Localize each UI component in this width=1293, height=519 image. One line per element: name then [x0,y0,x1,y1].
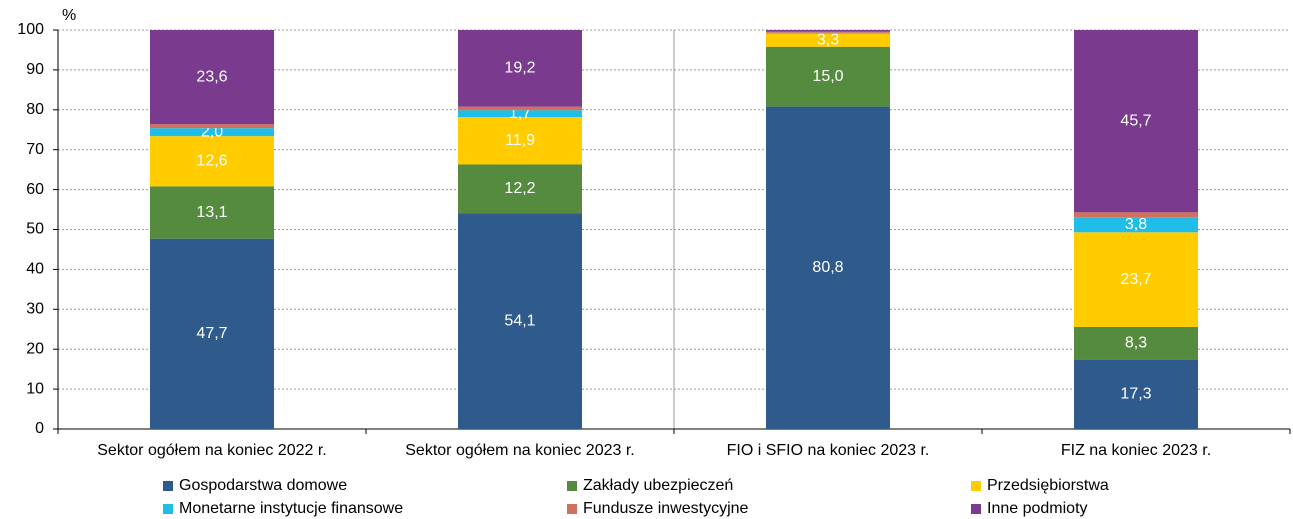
legend-label: Inne podmioty [987,500,1088,517]
legend-marker [567,504,577,514]
value-label: 19,2 [504,60,535,77]
y-axis-label: % [62,7,76,24]
bar-segment [150,186,274,239]
bar-segment [150,128,274,137]
legend-label: Fundusze inwestycyjne [583,500,749,517]
value-label: 12,6 [196,152,227,169]
bar-segment [458,116,582,165]
value-label: 23,6 [196,68,227,85]
value-label: 3,3 [817,31,839,48]
y-tick-label: 50 [26,221,44,238]
bar-segment [150,124,274,129]
bar-segment [766,30,890,32]
bar-segment [766,106,890,429]
bar-segment [766,32,890,34]
bar-segment [150,30,274,125]
bar-segment [150,238,274,429]
bar-segment [766,31,890,33]
bar-segment [458,213,582,429]
value-label: 45,7 [1120,112,1151,129]
bar-segment [1074,326,1198,360]
bar-segment [1074,212,1198,218]
bar-segment [1074,232,1198,327]
y-tick-label: 70 [26,141,44,158]
x-tick-label: Sektor ogółem na koniec 2023 r. [405,442,634,459]
legend-marker [163,481,173,491]
x-tick-label: FIO i SFIO na koniec 2023 r. [727,442,930,459]
value-label: 23,7 [1120,271,1151,288]
y-tick-label: 60 [26,181,44,198]
value-label: 13,1 [196,204,227,221]
y-tick-label: 100 [17,21,44,38]
bar-segment [458,106,582,111]
y-tick-label: 90 [26,61,44,78]
value-label: 8,3 [1125,335,1147,352]
value-label: 54,1 [504,312,535,329]
y-tick-label: 80 [26,101,44,118]
bar-segment [1074,217,1198,233]
legend-label: Gospodarstwa domowe [179,477,347,494]
value-label: 80,8 [812,259,843,276]
legend-marker [971,481,981,491]
value-label: 11,9 [505,132,535,149]
y-tick-label: 20 [26,340,44,357]
y-tick-label: 40 [26,261,44,278]
legend-label: Przedsiębiorstwa [987,477,1109,494]
legend-label: Monetarne instytucje finansowe [179,500,403,517]
x-tick-label: FIZ na koniec 2023 r. [1061,442,1211,459]
legend-marker [567,481,577,491]
y-tick-label: 10 [26,380,44,397]
value-label: 15,0 [812,68,843,85]
legend-marker [971,504,981,514]
bar-segment [766,46,890,107]
value-label: 3,8 [1125,216,1147,233]
x-tick-label: Sektor ogółem na koniec 2022 r. [97,442,326,459]
bar-segment [150,136,274,187]
legend-label: Zakłady ubezpieczeń [583,477,733,494]
y-tick-label: 30 [26,301,44,318]
bar-segment [458,30,582,107]
y-tick-label: 0 [35,420,44,437]
bar-segment [1074,30,1198,213]
bar-segment [458,110,582,117]
bar-segment [766,33,890,47]
bar-segment [1074,359,1198,429]
value-label: 17,3 [1120,386,1151,403]
bar-segment [458,164,582,214]
value-label: 12,2 [504,180,535,197]
value-label: 47,7 [196,325,227,342]
legend-marker [163,504,173,514]
